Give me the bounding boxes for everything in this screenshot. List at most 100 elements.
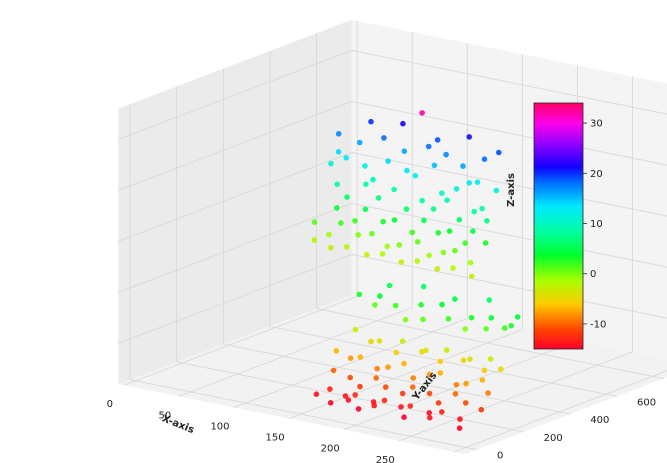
scatter-point [434,137,441,143]
scatter-point [338,220,344,226]
scatter-point [385,158,391,164]
scatter-point [453,186,460,192]
scatter-point [466,180,473,186]
scatter-point [493,187,500,194]
scatter-point [487,356,494,362]
scatter-point [326,231,332,238]
gridline [351,254,667,319]
scatter-point [342,393,349,399]
scatter-point [452,296,458,302]
scatter-point [457,416,463,422]
colorbar-ticks: -10 0 10 20 30 [583,119,606,330]
scatter-point [437,370,444,376]
scatter-point [368,338,374,345]
scatter-point [391,217,398,223]
scatter-point [356,139,363,146]
gridline [454,370,667,453]
scatter-point [466,134,473,140]
x-tick-label: 0 [107,399,113,410]
scatter-point [392,302,399,309]
scatter-point [481,156,488,162]
scatter-point [404,167,410,174]
scatter-point [462,240,469,246]
scatter-point [355,406,362,412]
scatter-point [434,266,441,272]
scatter-point [372,302,378,308]
colorbar-tick-label: -10 [590,319,606,330]
back-wall-pane [351,19,667,359]
axis-ticks: 0501001502002503000200400600800-10010203… [107,397,656,463]
colorbar-gradient [533,102,584,350]
scatter-point [357,354,364,360]
scatter-point [484,218,490,224]
scatter-point [460,163,466,169]
scatter-point [462,326,469,332]
scatter-point [356,291,363,298]
scatter-point [370,176,376,183]
scatter-point [407,403,414,409]
scatter-point [410,375,417,381]
x-axis-label: X-axis [160,413,195,436]
colorbar-tick-label: 20 [590,169,603,180]
scatter-point [496,149,502,156]
scatter-point [460,357,467,364]
scatter-point [467,356,473,363]
x-tick-label: 150 [266,433,285,444]
scatter-point [402,316,409,323]
scatter-point [463,380,469,387]
scatter-point [481,367,488,374]
scatter-point [420,283,427,290]
scatter-point [435,230,442,236]
scatter-point [403,206,410,212]
colorbar-tick-label: 10 [590,219,603,230]
scatter-point [474,179,481,185]
scatter-point [482,240,489,246]
scatter-point [501,325,508,331]
scatter-point [371,402,378,409]
gridline [351,101,667,166]
scatter-point [488,315,495,321]
scatter-point [375,195,382,201]
scatter-point [412,172,419,179]
scatter-point [381,135,387,141]
scatter-point [410,384,416,390]
scatter-point [426,371,433,378]
scatter-point [419,197,425,204]
scatter-point [376,338,383,344]
y-tick-label: 200 [544,433,563,444]
scatter-point [333,348,340,354]
scatter-point [352,326,359,333]
y-tick-label: 400 [590,415,609,426]
scatter-point [313,391,320,398]
gridline [118,203,352,293]
scatter-point [368,118,374,125]
scatter-point [379,251,386,257]
scatter-point [440,249,447,256]
gridline [233,318,468,408]
scatter-point [386,282,393,289]
gridline [344,340,578,431]
scatter-point [345,397,352,403]
scatter-point [443,151,449,158]
scatter-points [311,110,521,432]
scatter-point [335,131,342,137]
scatter-point [362,206,369,213]
scatter-point [462,400,469,406]
scatter-point [328,245,334,251]
y-tick-label: 600 [637,397,656,408]
gridline [288,329,523,419]
scatter-point [418,302,424,308]
scatter-point [469,273,475,280]
gridline [269,325,618,397]
scatter-point [444,197,450,203]
gridline [118,254,352,344]
gridline [351,152,667,217]
scatter-point [334,205,340,211]
scatter-point [479,377,486,383]
scatter-point [385,364,391,370]
scatter-point [347,355,354,362]
gridline [399,351,633,442]
scatter-point [401,360,407,367]
scatter-point [381,397,388,404]
